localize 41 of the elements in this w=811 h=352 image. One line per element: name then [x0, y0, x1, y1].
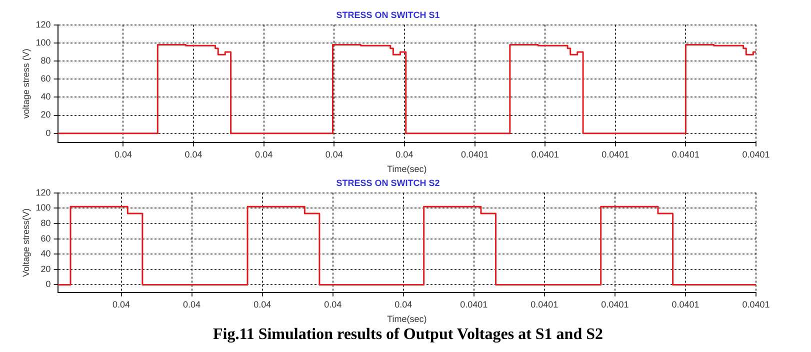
x-tick-label: 0.0401	[601, 299, 629, 310]
x-tick-label: 0.04	[394, 299, 412, 310]
x-tick-label: 0.0401	[672, 299, 700, 310]
x-tick-label: 0.04	[325, 149, 343, 160]
x-tick-label: 0.0401	[531, 149, 559, 160]
y-axis-title: Voltage stress(V)	[20, 208, 31, 277]
y-tick-label: 80	[40, 55, 51, 66]
x-axis-title: Time(sec)	[387, 314, 427, 324]
y-tick-label: 100	[36, 37, 51, 48]
x-tick-label: 0.04	[396, 149, 414, 160]
y-tick-label: 80	[40, 218, 51, 228]
y-tick-label: 20	[40, 110, 51, 120]
x-tick-label: 0.0401	[460, 149, 489, 160]
y-tick-label: 20	[40, 264, 51, 274]
x-tick-label: 0.0401	[742, 149, 770, 160]
x-tick-label: 0.04	[184, 149, 202, 160]
x-tick-label: 0.04	[112, 299, 130, 310]
x-tick-label: 0.04	[324, 299, 342, 310]
x-tick-label: 0.0401	[460, 299, 488, 310]
y-tick-label: 100	[36, 202, 51, 213]
y-tick-label: 40	[40, 248, 51, 259]
chart-title: STRESS ON SWITCH S2	[336, 178, 440, 188]
y-tick-label: 60	[40, 233, 51, 244]
x-tick-label: 0.04	[254, 299, 272, 310]
x-tick-label: 0.0401	[530, 299, 558, 310]
y-tick-label: 120	[36, 19, 51, 30]
x-tick-label: 0.04	[114, 149, 132, 160]
caption: Fig.11 Simulation results of Output Voltages at S1 and S2	[212, 326, 604, 344]
chart-title: STRESS ON SWITCH S1	[336, 10, 440, 20]
x-tick-label: 0.0401	[672, 149, 700, 160]
y-tick-label: 40	[40, 92, 51, 102]
x-tick-label: 0.0401	[602, 149, 630, 160]
x-tick-label: 0.04	[183, 299, 201, 310]
y-tick-label: 0	[46, 279, 51, 290]
y-tick-label: 120	[36, 187, 51, 198]
y-tick-label: 60	[40, 74, 51, 84]
y-axis-title: voltage stress (V)	[20, 48, 31, 119]
y-tick-label: 0	[46, 128, 51, 138]
x-tick-label: 0.0401	[742, 299, 770, 310]
x-axis-title: Time(sec)	[387, 164, 427, 174]
x-tick-label: 0.04	[255, 149, 273, 160]
